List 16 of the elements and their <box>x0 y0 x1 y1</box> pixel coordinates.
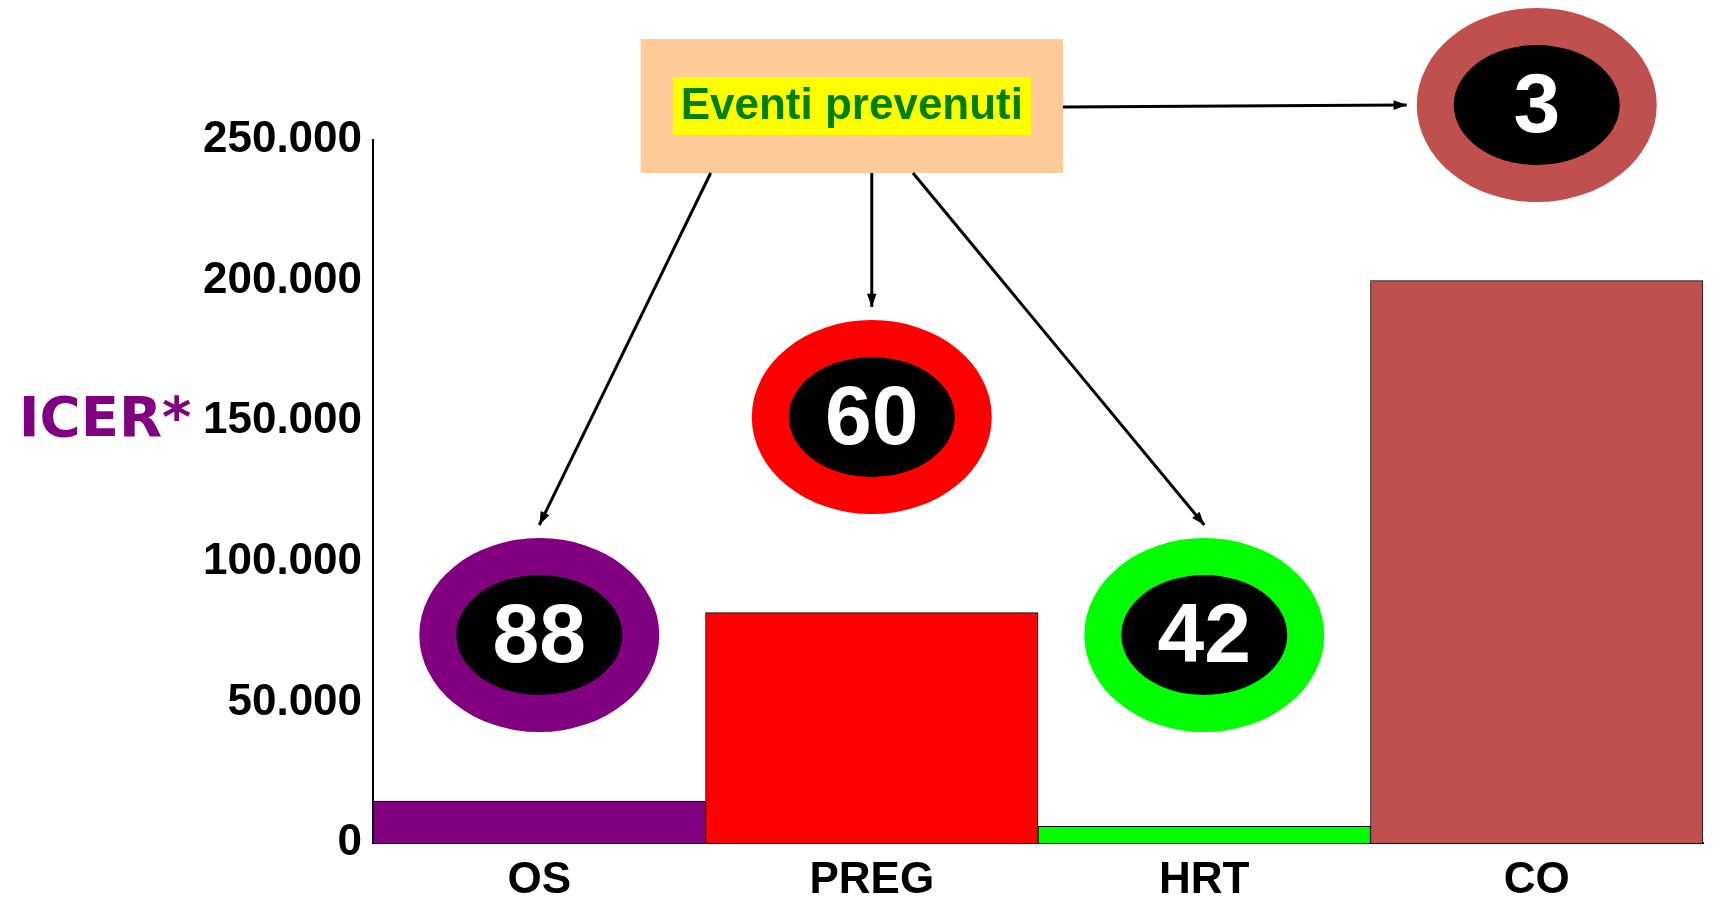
y-tick-label: 0 <box>337 815 363 865</box>
x-tick-label: CO <box>1503 852 1570 902</box>
y-tick-label: 100.000 <box>202 534 363 584</box>
annotation: 88 <box>492 586 587 681</box>
y-tick-label: 50.000 <box>227 674 363 724</box>
x-tick-label: HRT <box>1159 852 1250 902</box>
y-tick-label: 250.000 <box>202 112 363 162</box>
x-tick-label: OS <box>507 852 572 902</box>
annotation: 42 <box>1157 586 1251 681</box>
y-tick-label: 200.000 <box>202 252 363 302</box>
y-tick-label: 150.000 <box>202 393 363 443</box>
x-tick-label: PREG <box>809 852 935 902</box>
annotation: 3 <box>1513 56 1561 151</box>
y-axis-title: ICER* <box>18 383 192 449</box>
text: Eventi prevenuti <box>680 79 1023 129</box>
annotation: 60 <box>825 368 919 463</box>
